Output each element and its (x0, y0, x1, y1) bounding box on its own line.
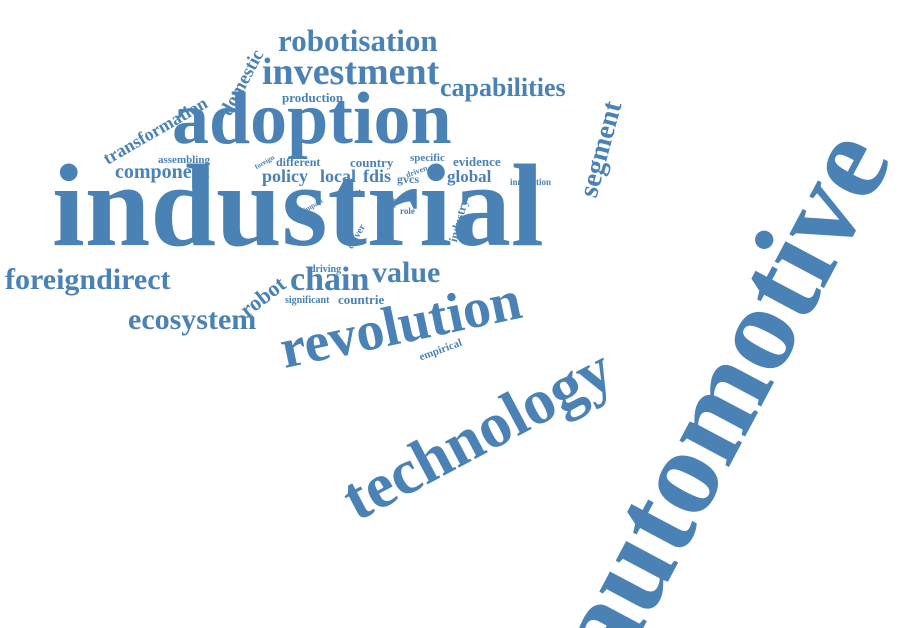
word-local: local (320, 166, 356, 186)
word-factor: factor (378, 196, 396, 204)
word-policy: policy (262, 166, 309, 186)
word-significant: significant (285, 295, 330, 306)
word-production: production (282, 90, 344, 105)
word-country: country (350, 155, 394, 170)
word-adoption: adoption (172, 78, 452, 160)
word-foreigndirect: foreigndirect (5, 263, 171, 296)
word-direct: direct (381, 204, 396, 210)
word-fdis: fdis (363, 166, 392, 186)
word-value: value (372, 256, 441, 289)
word-segment: segment (573, 97, 629, 201)
word-specific: specific (410, 152, 445, 164)
word-robot: robot (234, 271, 291, 323)
word-different: different (276, 155, 321, 169)
word-host: host (345, 187, 362, 197)
word-driving: driving (310, 264, 342, 275)
word-capabilities: capabilities (440, 73, 566, 102)
word-global: global (447, 167, 492, 186)
word-robotisation: robotisation (278, 23, 438, 58)
word-industrial: industrial (52, 140, 544, 271)
word-gvcs: gvcs (397, 172, 419, 186)
word-innovation: innovation (510, 177, 552, 187)
word-evidence: evidence (453, 154, 501, 169)
word-countrie: countrie (338, 292, 385, 307)
word-component: component (115, 161, 210, 183)
word-chain: chain (290, 261, 370, 298)
word-role: role (400, 206, 415, 216)
word-assembling: assembling (158, 154, 210, 166)
word-ecosystem: ecosystem (128, 303, 257, 336)
word-technology: technology (330, 332, 625, 535)
word-investment: investment (262, 51, 440, 93)
